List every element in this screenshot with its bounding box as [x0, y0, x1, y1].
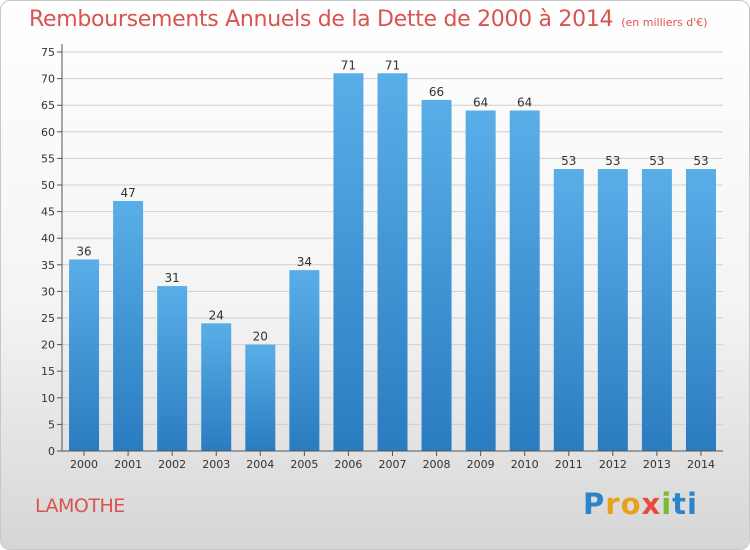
bar: [245, 344, 276, 451]
x-tick-label: 2009: [467, 458, 495, 471]
data-label: 64: [517, 96, 532, 110]
bar: [553, 169, 584, 452]
y-tick-label: 70: [41, 73, 55, 86]
y-tick-label: 45: [41, 206, 55, 219]
x-tick-label: 2003: [202, 458, 230, 471]
x-tick-label: 2004: [246, 458, 274, 471]
y-tick-label: 75: [41, 46, 55, 59]
y-tick-label: 10: [41, 392, 55, 405]
y-tick-label: 15: [41, 365, 55, 378]
bar: [289, 270, 320, 451]
title-text: Remboursements Annuels de la Dette de 20…: [29, 7, 614, 32]
bar: [641, 169, 672, 452]
bar: [113, 200, 144, 451]
data-label: 53: [605, 154, 620, 168]
data-label: 71: [385, 58, 400, 72]
x-tick-label: 2001: [114, 458, 142, 471]
y-tick-label: 30: [41, 285, 55, 298]
x-tick-label: 2005: [290, 458, 318, 471]
data-label: 24: [209, 308, 224, 322]
proxiti-logo: Proxiti: [583, 487, 698, 521]
data-label: 36: [76, 244, 91, 258]
bar: [685, 169, 716, 452]
bar: [333, 73, 364, 451]
x-tick-label: 2007: [379, 458, 407, 471]
x-tick-label: 2013: [643, 458, 671, 471]
data-label: 53: [649, 154, 664, 168]
bar: [157, 286, 188, 451]
bar: [597, 169, 628, 452]
bar: [421, 99, 452, 451]
data-label: 31: [165, 271, 180, 285]
x-tick-label: 2014: [687, 458, 715, 471]
chart-title: Remboursements Annuels de la Dette de 20…: [29, 7, 708, 32]
x-tick-label: 2006: [334, 458, 362, 471]
title-unit: (en milliers d'€): [621, 16, 708, 29]
y-tick-label: 0: [48, 445, 55, 458]
x-tick-label: 2000: [70, 458, 98, 471]
y-tick-label: 35: [41, 259, 55, 272]
bar: [201, 323, 232, 451]
bar: [509, 110, 540, 452]
axes: 0 5 10 15 20 25 30 35 40 45 50 55 60 65 70 75 2000 2001 20…: [41, 44, 723, 471]
x-tick-label: 2012: [599, 458, 627, 471]
bar: [69, 259, 100, 451]
data-label: 71: [341, 58, 356, 72]
y-tick-label: 50: [41, 179, 55, 192]
y-tick-label: 5: [48, 418, 55, 431]
x-tick-label: 2002: [158, 458, 186, 471]
y-tick-label: 20: [41, 339, 55, 352]
y-tick-label: 55: [41, 152, 55, 165]
y-tick-label: 25: [41, 312, 55, 325]
data-label: 66: [429, 85, 444, 99]
data-label: 34: [297, 255, 312, 269]
x-tick-label: 2008: [423, 458, 451, 471]
y-tick-label: 40: [41, 232, 55, 245]
data-label: 53: [561, 154, 576, 168]
x-tick-label: 2011: [555, 458, 583, 471]
y-tick-label: 65: [41, 99, 55, 112]
x-tick-label: 2010: [511, 458, 539, 471]
bars: 36 47 31 24 20 34 71 71 66 64 64 53 53 53 53: [69, 58, 716, 452]
bar: [377, 73, 408, 451]
data-label: 20: [253, 330, 268, 344]
data-label: 47: [120, 186, 135, 200]
y-tick-label: 60: [41, 126, 55, 139]
data-label: 53: [693, 154, 708, 168]
commune-name: LAMOTHE: [35, 495, 125, 517]
bar: [465, 110, 496, 452]
data-label: 64: [473, 96, 488, 110]
